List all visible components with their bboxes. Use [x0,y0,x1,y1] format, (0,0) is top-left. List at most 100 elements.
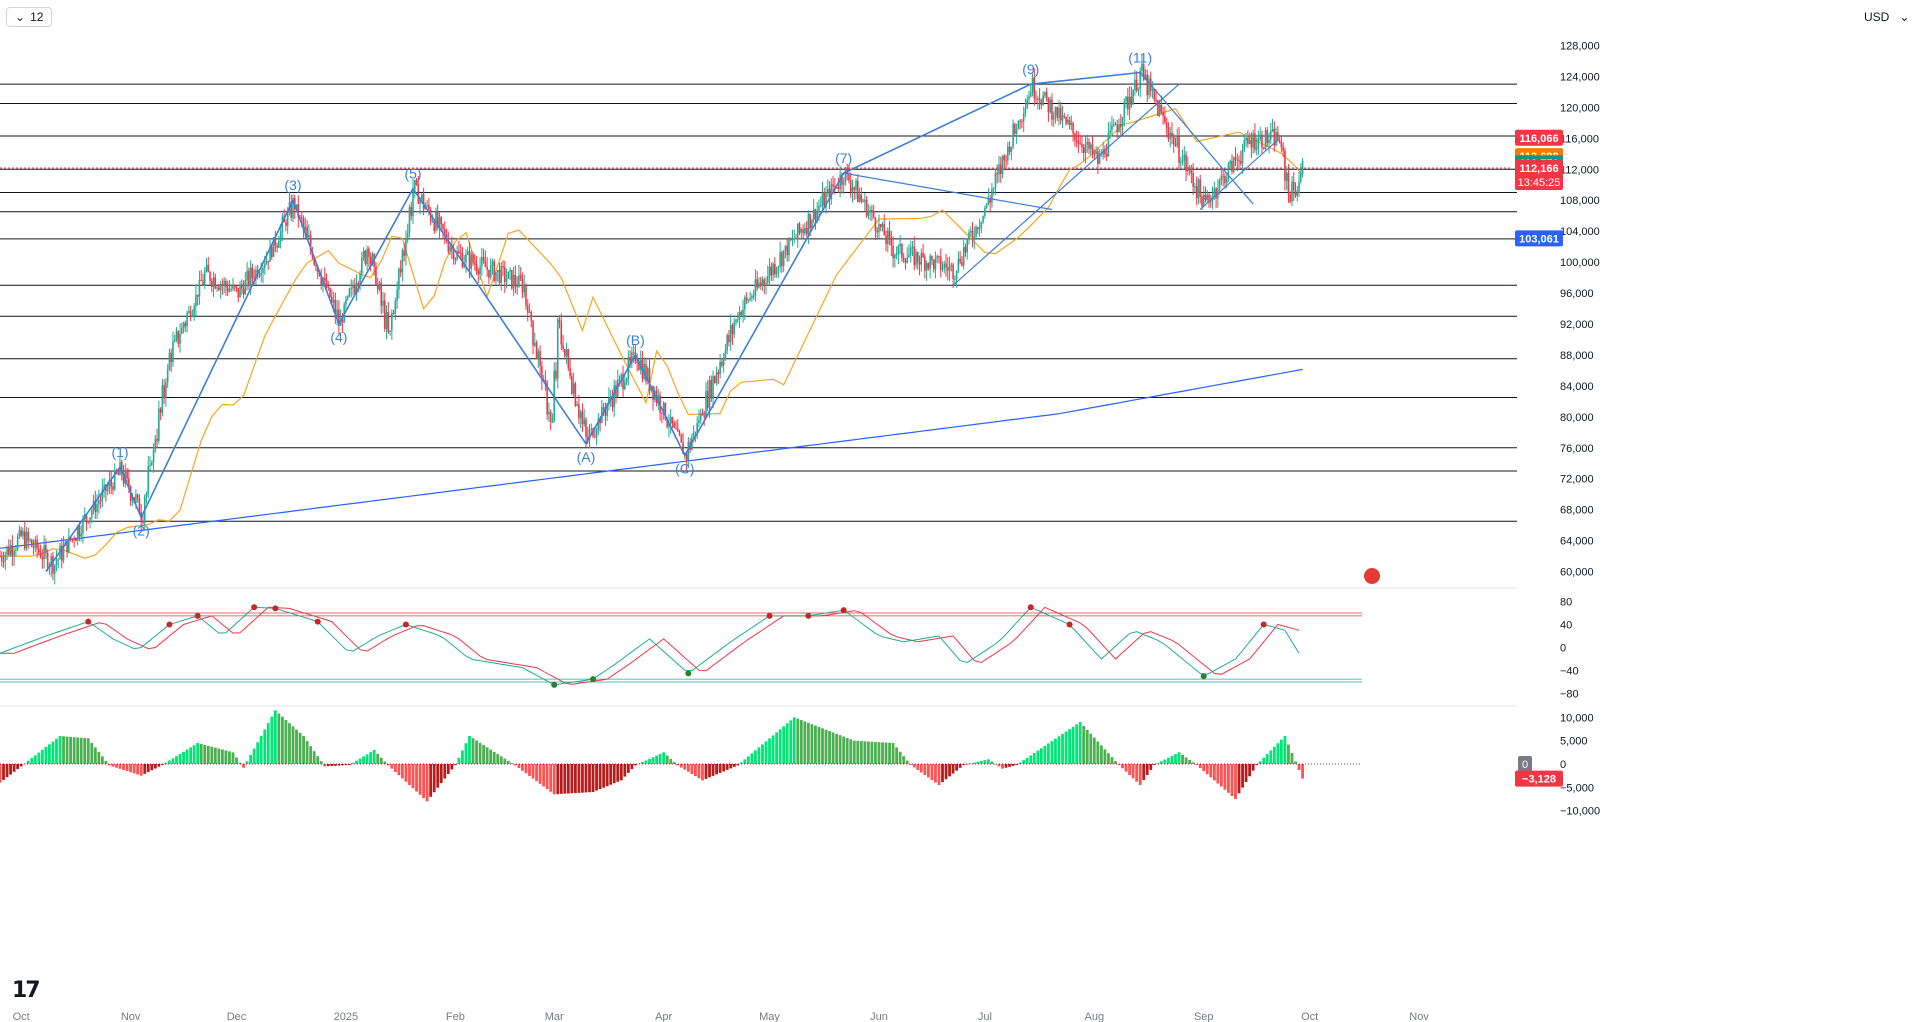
histogram-bar [1177,752,1181,764]
candle-body [203,271,206,286]
candle-body [770,266,773,276]
candle-body [1086,141,1089,145]
histogram-bar [393,764,397,772]
candle-body [791,238,794,240]
histogram-bar [362,756,365,764]
candle-body [309,235,312,251]
candle-body [378,282,381,290]
candle-body [465,254,467,263]
candle-body [765,282,767,285]
histogram-bar [379,757,383,764]
histogram-bar [997,764,1001,767]
histogram-bar [1184,757,1188,764]
candle-body [1137,88,1140,91]
candle-body [1008,146,1011,153]
histogram-bar [1121,764,1124,769]
histogram-bar [672,762,676,764]
candle-body [939,256,942,270]
histogram-bar [376,753,380,764]
histogram-bar [806,722,810,764]
candle-body [890,237,893,246]
histogram-bar [701,764,704,781]
candle-body [512,274,515,289]
currency-selector[interactable]: USD ⌄ [1858,6,1915,28]
candle-body [987,198,990,204]
histogram-bar [951,764,955,774]
candle-body [211,280,213,287]
candle-body [338,309,340,327]
candle-body [586,436,589,441]
candle-body [346,296,349,299]
candle-body [1093,153,1096,155]
candle-body [832,184,834,187]
price-tick-label: 80,000 [1560,412,1594,424]
candle-body [572,383,575,394]
oscillator-cross-dot [251,604,258,611]
histogram-bar [249,754,253,764]
candle-body [1026,99,1029,109]
candle-body [80,533,82,537]
histogram-bar [1149,764,1153,770]
candle-body [233,285,236,287]
candle-body [909,247,912,255]
candle-body [742,309,744,315]
candle-body [1003,155,1006,161]
price-label-value: 103,061 [1519,233,1559,245]
oscillator-cross-dot [840,607,847,614]
histogram-bar [355,760,358,764]
candle-body [1252,133,1254,148]
candle-body [368,248,370,257]
candle-body [1268,139,1270,144]
histogram-bar [1156,763,1160,764]
histogram-bar [62,736,65,764]
candle-body [1236,159,1239,161]
histogram-bar [1089,733,1093,764]
interval-selector[interactable]: ⌄ 12 [6,7,53,27]
oscillator-cross-dot [85,618,92,625]
candle-body [802,229,804,234]
candle-body [1074,133,1076,140]
candle-body [558,319,561,323]
histogram-bar [12,764,16,772]
histogram-bar [1216,764,1220,784]
price-tick-label: 76,000 [1560,443,1594,455]
candle-body [579,411,582,419]
candle-body [38,548,40,553]
histogram-bar [771,735,775,764]
candle-body [756,279,758,288]
histogram-bar [1015,764,1019,765]
candle-body [353,285,356,294]
histogram-bar [72,737,76,764]
histogram-bar [425,764,429,802]
candle-body [135,494,137,503]
histogram-bar [0,764,2,783]
histogram-bar [803,721,807,764]
candle-body [788,238,790,256]
candle-body [286,213,289,226]
histogram-bar [1191,762,1195,764]
histogram-bar [934,764,937,783]
candle-body [856,180,859,203]
histogram-bar [510,763,514,764]
oscillator-cross-dot [272,605,279,612]
candle-body [814,209,817,220]
candle-body [362,250,365,258]
candle-body [1049,99,1051,113]
candle-body [426,205,428,207]
candle-body [1287,172,1290,195]
candle-body [823,192,826,208]
histogram-bar [196,743,200,764]
histogram-bar [235,757,238,764]
candle-body [1270,130,1272,140]
histogram-bar [115,764,118,768]
candle-body [985,203,988,208]
candle-body [1185,154,1187,172]
candle-body [417,184,420,204]
candle-body [706,391,709,408]
histogram-bar [1043,745,1047,764]
candle-body [1058,107,1060,118]
candle-body [1222,175,1224,177]
candle-body [0,556,3,562]
candle-body [825,192,827,208]
